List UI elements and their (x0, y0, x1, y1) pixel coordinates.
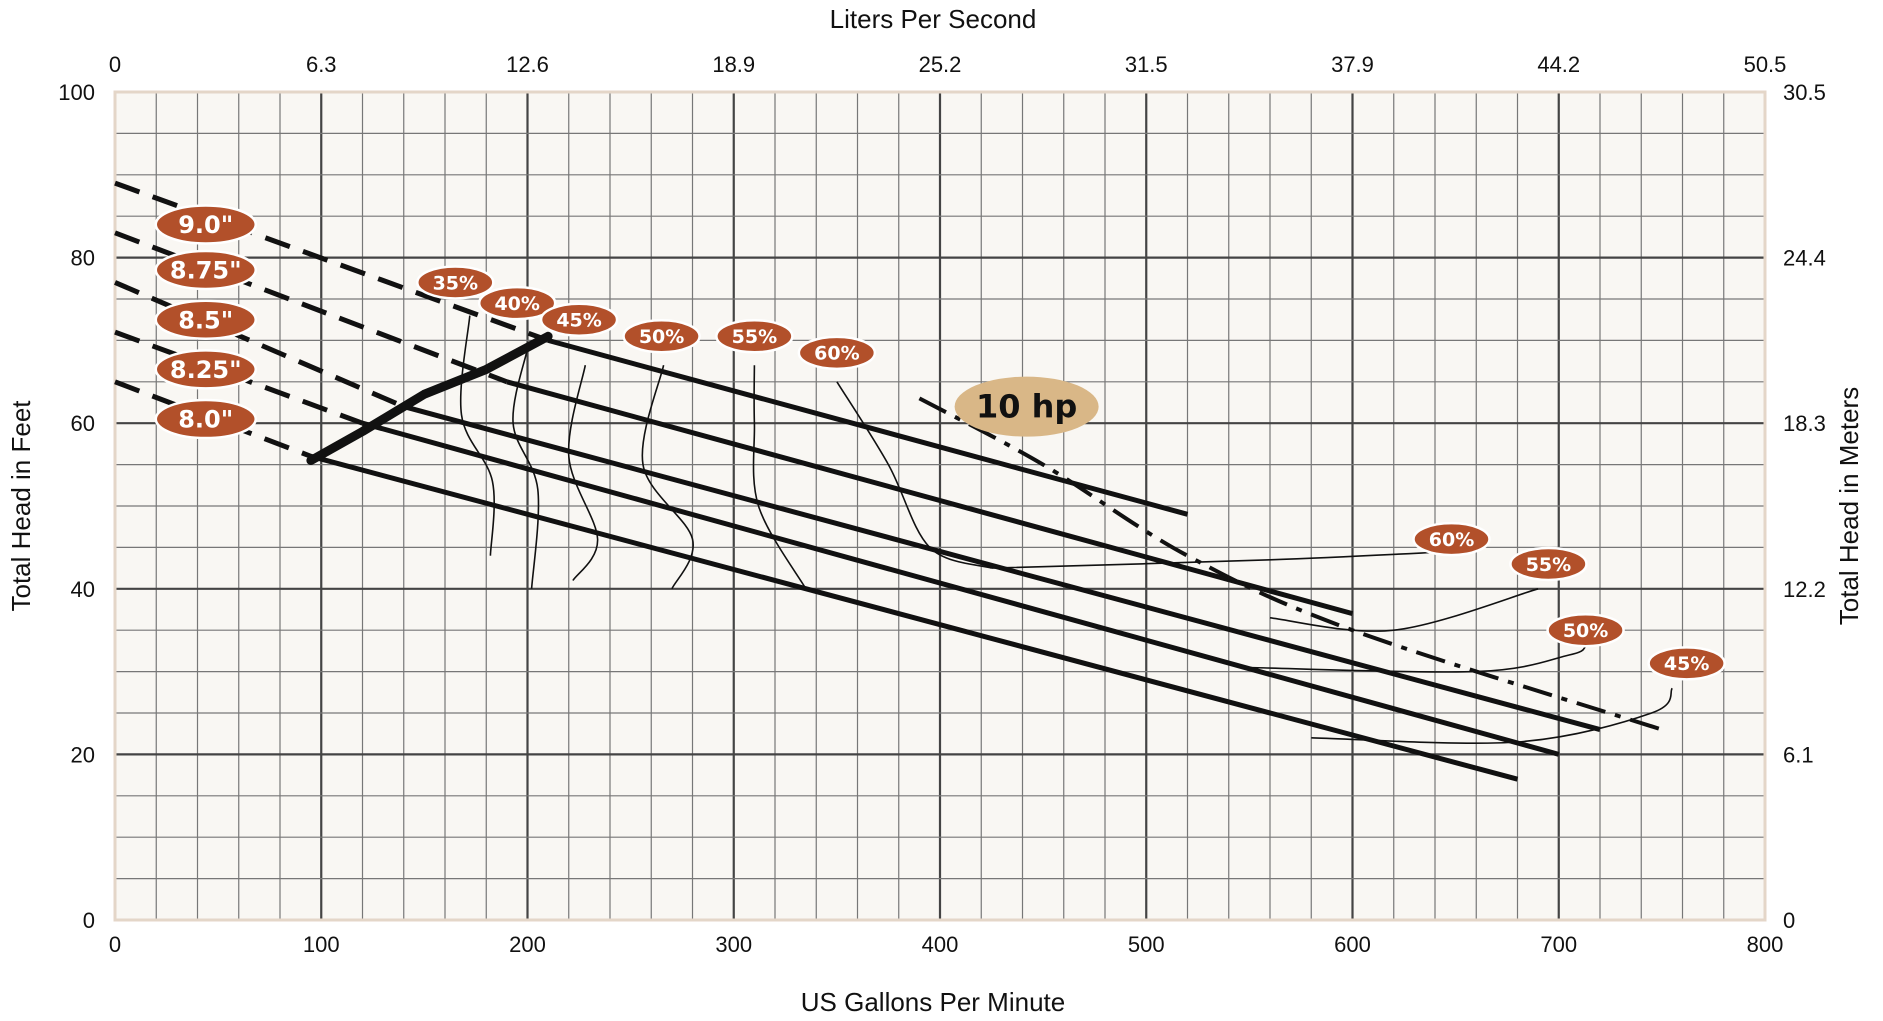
top-tick-label: 37.9 (1331, 52, 1374, 77)
impeller-curve-solid (403, 404, 1601, 733)
efficiency-curve (836, 381, 992, 569)
power-curve: 10 hp (918, 376, 1663, 732)
power-curve-line (918, 396, 1663, 732)
right-tick-label: 18.3 (1783, 411, 1826, 436)
bottom-axis-title: US Gallons Per Minute (801, 987, 1065, 1017)
impeller-curve-dashed (114, 180, 549, 343)
efficiency-curve (641, 365, 694, 590)
efficiency-label: 55% (732, 326, 777, 348)
efficiency-curve (991, 550, 1452, 569)
impeller-diameter-label: 9.0" (178, 211, 233, 239)
efficiency-label: 45% (1664, 653, 1709, 675)
efficiency-badge (1647, 646, 1726, 681)
efficiency-label: 45% (556, 310, 601, 332)
top-axis-title: Liters Per Second (830, 4, 1037, 34)
impeller-diameter-badge (154, 204, 257, 245)
efficiency-label: 55% (1526, 554, 1571, 576)
x-tick-label: 400 (922, 932, 959, 957)
impeller-diameter-badge (154, 398, 257, 440)
top-tick-label: 12.6 (506, 52, 549, 77)
efficiency-label: 50% (639, 326, 684, 348)
y-tick-label: 80 (71, 246, 95, 271)
efficiency-badge (539, 302, 619, 337)
x-tick-label: 500 (1128, 932, 1165, 957)
y-tick-label: 100 (58, 80, 95, 105)
efficiency-label: 60% (814, 343, 859, 365)
x-tick-label: 100 (303, 932, 340, 957)
impeller-diameter-badge (154, 249, 257, 291)
efficiency-badge (1412, 521, 1491, 557)
impeller-diameter-label: 8.0" (178, 406, 233, 434)
top-tick-label: 6.3 (306, 52, 337, 77)
efficiency-badge (1509, 546, 1588, 582)
top-tick-label: 0 (109, 52, 121, 77)
impeller-diameter-badge (154, 299, 257, 340)
right-tick-label: 24.4 (1783, 246, 1826, 271)
right-tick-label: 30.5 (1783, 80, 1826, 105)
impeller-curves (114, 180, 1601, 782)
y-tick-label: 60 (71, 411, 95, 436)
right-tick-label: 6.1 (1783, 742, 1814, 767)
efficiency-curve (1269, 588, 1539, 632)
power-badge (954, 376, 1099, 437)
impeller-diameter-badge (154, 349, 257, 390)
plot-border (113, 90, 1767, 922)
top-tick-label: 18.9 (712, 52, 755, 77)
right-tick-label: 12.2 (1783, 577, 1826, 602)
top-tick-label: 25.2 (919, 52, 962, 77)
y-tick-label: 40 (71, 577, 95, 602)
efficiency-badge (416, 265, 495, 300)
x-tick-label: 300 (715, 932, 752, 957)
curve-labels: 9.0" 8.75" 8.5" 8.25" 8.0" 35% 40% 45% 50% 55% 60%… (154, 204, 1726, 681)
x-tick-label: 800 (1747, 932, 1784, 957)
right-tick-label: 0 (1783, 908, 1795, 933)
right-axis-title: Total Head in Meters (1834, 387, 1864, 625)
x-tick-label: 700 (1540, 932, 1577, 957)
impeller-diameter-label: 8.75" (170, 257, 242, 285)
top-tick-label: 44.2 (1537, 52, 1580, 77)
x-tick-label: 0 (109, 932, 121, 957)
impeller-diameter-label: 8.25" (170, 356, 242, 384)
left-axis-title: Total Head in Feet (6, 400, 36, 612)
impeller-curve-solid (547, 337, 1189, 517)
grid-lines (113, 90, 1767, 922)
power-label: 10 hp (976, 388, 1077, 426)
impeller-curve-solid (310, 453, 1519, 782)
impeller-curve-solid (506, 379, 1354, 617)
y-tick-label: 0 (83, 908, 95, 933)
efficiency-label: 60% (1429, 529, 1474, 551)
efficiency-curve (1249, 646, 1587, 673)
efficiency-badge (622, 319, 701, 354)
impeller-diameter-label: 8.5" (178, 306, 233, 334)
efficiency-label: 50% (1563, 620, 1608, 642)
top-tick-label: 31.5 (1125, 52, 1168, 77)
efficiency-curve (459, 315, 495, 556)
efficiency-label: 35% (433, 272, 478, 294)
x-tick-label: 200 (509, 932, 546, 957)
efficiency-badge (1546, 612, 1625, 648)
minimum-flow-line (306, 331, 553, 465)
efficiency-curves (459, 315, 1673, 745)
efficiency-badge (477, 285, 557, 321)
efficiency-badge (797, 335, 877, 371)
x-tick-label: 600 (1334, 932, 1371, 957)
impeller-curve-solid (361, 420, 1560, 757)
top-tick-label: 50.5 (1744, 52, 1787, 77)
impeller-curve-dashed (114, 230, 508, 385)
efficiency-label: 40% (494, 293, 539, 315)
efficiency-badge (715, 319, 794, 354)
y-tick-label: 20 (71, 742, 95, 767)
impeller-curve-dashed (114, 280, 405, 409)
